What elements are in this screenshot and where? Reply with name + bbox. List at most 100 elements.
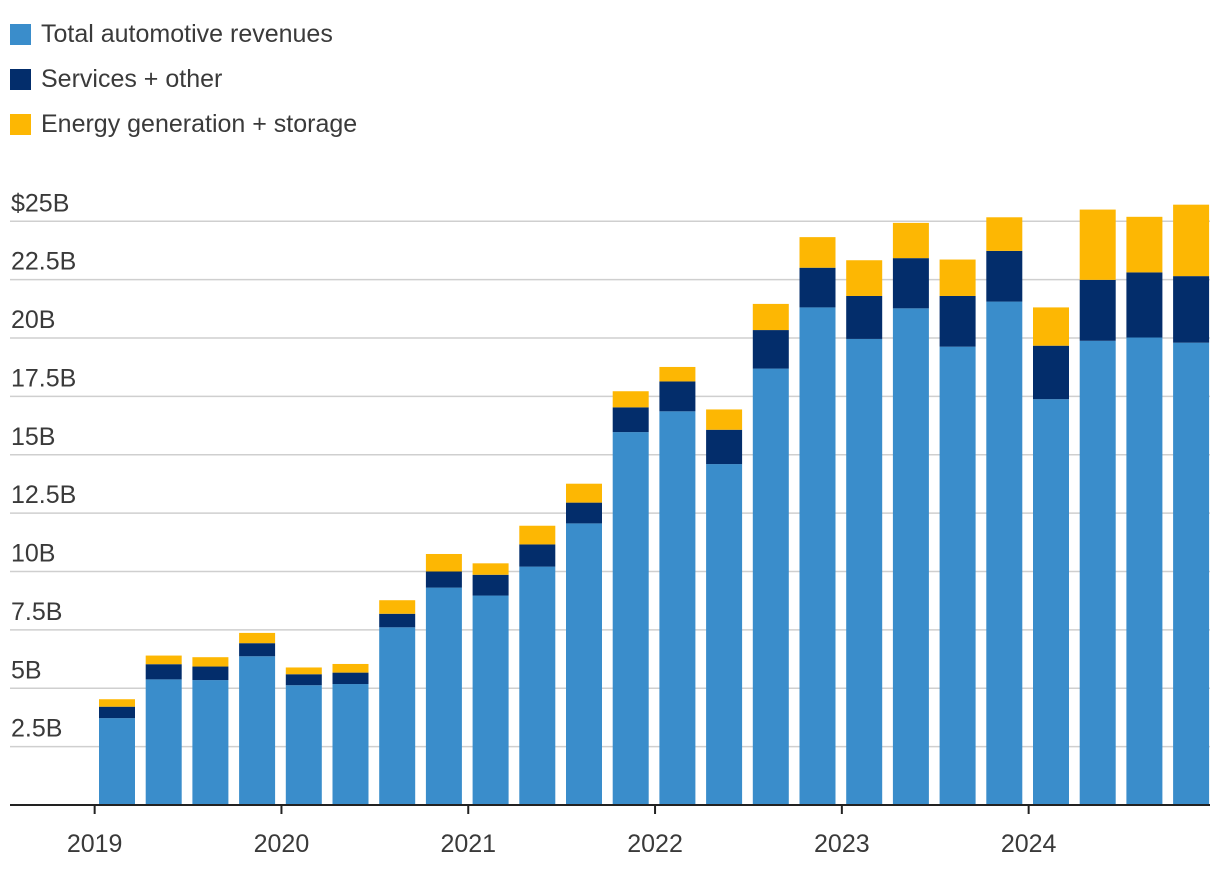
bars: Q1 2019 — Total automotive revenues: 3.7… bbox=[99, 204, 1210, 805]
bar-segment-energy[interactable]: Q2 2019 — Energy generation + storage: 0… bbox=[145, 655, 182, 665]
bar-segment-energy[interactable]: Q1 2023 — Energy generation + storage: 1… bbox=[846, 260, 883, 296]
bar-segment-services[interactable]: Q2 2021 — Services + other: 0.95B bbox=[519, 544, 556, 567]
bar-segment-services[interactable]: Q4 2021 — Services + other: 1.06B bbox=[612, 407, 649, 433]
bar-segment-energy[interactable]: Q2 2023 — Energy generation + storage: 1… bbox=[892, 222, 929, 259]
bar-segment-services[interactable]: Q3 2020 — Services + other: 0.58B bbox=[379, 613, 416, 628]
bar-segment-services[interactable]: Q3 2023 — Services + other: 2.17B bbox=[939, 295, 976, 347]
bar-segment-energy[interactable]: Q2 2021 — Energy generation + storage: 0… bbox=[519, 525, 556, 545]
bar-segment-services[interactable]: Q2 2022 — Services + other: 1.47B bbox=[706, 429, 743, 465]
bar-segment-energy[interactable]: Q4 2020 — Energy generation + storage: 0… bbox=[425, 553, 462, 572]
bar-segment-automotive[interactable]: Q2 2024 — Total automotive revenues: 19.… bbox=[1079, 340, 1116, 805]
bar-segment-energy[interactable]: Q1 2022 — Energy generation + storage: 0… bbox=[659, 366, 696, 382]
bar-segment-automotive[interactable]: Q4 2020 — Total automotive revenues: 9.3… bbox=[425, 587, 462, 805]
bar-segment-energy[interactable]: Q3 2023 — Energy generation + storage: 1… bbox=[939, 259, 976, 296]
bar-segment-energy[interactable]: Q2 2024 — Energy generation + storage: 3… bbox=[1079, 209, 1116, 280]
bar-segment-services[interactable]: Q4 2024 — Services + other: 2.85B bbox=[1173, 276, 1210, 343]
bar-segment-energy[interactable]: Q3 2021 — Energy generation + storage: 0… bbox=[566, 483, 602, 503]
bar-segment-automotive[interactable]: Q3 2021 — Total automotive revenues: 12.… bbox=[566, 523, 602, 805]
bar-segment-energy[interactable]: Q3 2019 — Energy generation + storage: 0… bbox=[192, 657, 229, 667]
y-tick-label: 10B bbox=[11, 540, 55, 568]
y-tick-label: 15B bbox=[11, 423, 55, 451]
y-tick-labels: 2.5B 5B 7.5B 10B 12.5B 15B 17.5B 20B 22.5B $25B bbox=[11, 189, 76, 742]
bar-segment-energy[interactable]: Q4 2024 — Energy generation + storage: 3… bbox=[1173, 204, 1210, 277]
bar-segment-services[interactable]: Q1 2020 — Services + other: 0.47B bbox=[285, 674, 322, 686]
y-tick-label: $25B bbox=[11, 189, 69, 217]
bar-segment-services[interactable]: Q4 2019 — Services + other: 0.56B bbox=[239, 643, 276, 657]
bar-segment-energy[interactable]: Q4 2019 — Energy generation + storage: 0… bbox=[239, 632, 276, 644]
bar-segment-services[interactable]: Q3 2019 — Services + other: 0.58B bbox=[192, 666, 229, 681]
legend-label-automotive: Total automotive revenues bbox=[41, 20, 333, 48]
bar-segment-automotive[interactable]: Q1 2019 — Total automotive revenues: 3.7… bbox=[99, 718, 135, 805]
x-tick-label: 2024 bbox=[1001, 830, 1057, 858]
gridlines bbox=[10, 220, 1210, 748]
legend-swatch-services bbox=[10, 69, 31, 90]
bar-segment-automotive[interactable]: Q3 2022 — Total automotive revenues: 18.… bbox=[752, 368, 789, 805]
bar-segment-energy[interactable]: Q1 2021 — Energy generation + storage: 0… bbox=[472, 563, 509, 575]
bar-segment-services[interactable]: Q1 2021 — Services + other: 0.89B bbox=[472, 574, 509, 596]
bar-segment-services[interactable]: Q3 2021 — Services + other: 0.89B bbox=[566, 502, 602, 524]
bar-segment-energy[interactable]: Q4 2022 — Energy generation + storage: 1… bbox=[799, 237, 836, 268]
y-tick-label: 20B bbox=[11, 306, 55, 334]
bar-segment-services[interactable]: Q3 2022 — Services + other: 1.65B bbox=[752, 330, 789, 369]
bar-segment-energy[interactable]: Q3 2020 — Energy generation + storage: 0… bbox=[379, 600, 416, 614]
bar-segment-energy[interactable]: Q3 2024 — Energy generation + storage: 2… bbox=[1126, 216, 1163, 273]
bar-segment-automotive[interactable]: Q2 2023 — Total automotive revenues: 21.… bbox=[892, 308, 929, 805]
bar-segment-automotive[interactable]: Q4 2024 — Total automotive revenues: 19.… bbox=[1173, 342, 1210, 805]
bar-segment-services[interactable]: Q4 2020 — Services + other: 0.69B bbox=[425, 571, 462, 588]
bar-segment-energy[interactable]: Q4 2023 — Energy generation + storage: 1… bbox=[986, 217, 1023, 251]
bar-segment-services[interactable]: Q1 2023 — Services + other: 1.84B bbox=[846, 295, 883, 339]
bar-segment-automotive[interactable]: Q2 2020 — Total automotive revenues: 5.1… bbox=[332, 684, 369, 805]
bar-segment-energy[interactable]: Q1 2019 — Energy generation + storage: 0… bbox=[99, 699, 135, 707]
bar-segment-services[interactable]: Q3 2024 — Services + other: 2.79B bbox=[1126, 272, 1163, 338]
bar-segment-automotive[interactable]: Q3 2019 — Total automotive revenues: 5.3… bbox=[192, 680, 229, 805]
legend: Total automotive revenues Services + oth… bbox=[10, 12, 357, 147]
bar-segment-energy[interactable]: Q1 2020 — Energy generation + storage: 0… bbox=[285, 667, 322, 675]
x-tick-label: 2020 bbox=[254, 830, 310, 858]
legend-swatch-automotive bbox=[10, 24, 31, 45]
legend-item-energy[interactable]: Energy generation + storage bbox=[10, 102, 357, 147]
bar-segment-services[interactable]: Q2 2020 — Services + other: 0.49B bbox=[332, 672, 369, 685]
x-tick-labels: 2019 2020 2021 2022 2023 2024 bbox=[67, 830, 1057, 858]
bar-segment-energy[interactable]: Q3 2022 — Energy generation + storage: 1… bbox=[752, 303, 789, 331]
bar-segment-automotive[interactable]: Q1 2024 — Total automotive revenues: 17.… bbox=[1033, 399, 1069, 805]
bar-segment-energy[interactable]: Q2 2022 — Energy generation + storage: 0… bbox=[706, 409, 743, 430]
bar-segment-automotive[interactable]: Q1 2023 — Total automotive revenues: 19.… bbox=[846, 338, 883, 805]
bar-segment-automotive[interactable]: Q2 2019 — Total automotive revenues: 5.3… bbox=[145, 679, 182, 805]
bar-segment-automotive[interactable]: Q1 2020 — Total automotive revenues: 5.1… bbox=[285, 685, 322, 805]
legend-item-automotive[interactable]: Total automotive revenues bbox=[10, 12, 357, 57]
bar-segment-automotive[interactable]: Q4 2019 — Total automotive revenues: 6.3… bbox=[239, 656, 276, 805]
x-axis bbox=[10, 804, 1210, 814]
bar-segment-automotive[interactable]: Q3 2024 — Total automotive revenues: 20.… bbox=[1126, 337, 1163, 805]
bar-segment-energy[interactable]: Q4 2021 — Energy generation + storage: 0… bbox=[612, 391, 649, 408]
bar-segment-automotive[interactable]: Q4 2023 — Total automotive revenues: 21.… bbox=[986, 301, 1023, 805]
bar-segment-automotive[interactable]: Q4 2021 — Total automotive revenues: 15.… bbox=[612, 432, 649, 805]
y-tick-label: 22.5B bbox=[11, 248, 76, 276]
y-tick-label: 7.5B bbox=[11, 598, 62, 626]
bar-segment-automotive[interactable]: Q3 2020 — Total automotive revenues: 7.6… bbox=[379, 627, 416, 805]
bar-segment-automotive[interactable]: Q4 2022 — Total automotive revenues: 21.… bbox=[799, 307, 836, 805]
bar-segment-services[interactable]: Q4 2023 — Services + other: 2.17B bbox=[986, 250, 1023, 302]
bar-segment-automotive[interactable]: Q3 2023 — Total automotive revenues: 19.… bbox=[939, 346, 976, 805]
x-tick-label: 2021 bbox=[440, 830, 496, 858]
bar-segment-services[interactable]: Q2 2024 — Services + other: 2.61B bbox=[1079, 279, 1116, 341]
x-tick-label: 2023 bbox=[814, 830, 870, 858]
bar-segment-services[interactable]: Q2 2019 — Services + other: 0.65B bbox=[145, 664, 182, 680]
bar-segment-automotive[interactable]: Q1 2022 — Total automotive revenues: 16.… bbox=[659, 411, 696, 805]
bar-segment-services[interactable]: Q1 2019 — Services + other: 0.49B bbox=[99, 706, 135, 719]
y-tick-label: 12.5B bbox=[11, 481, 76, 509]
bar-segment-services[interactable]: Q1 2022 — Services + other: 1.28B bbox=[659, 381, 696, 412]
legend-label-services: Services + other bbox=[41, 65, 223, 93]
bar-segment-automotive[interactable]: Q1 2021 — Total automotive revenues: 8.9… bbox=[472, 595, 509, 805]
bar-segment-energy[interactable]: Q1 2024 — Energy generation + storage: 1… bbox=[1033, 307, 1069, 346]
legend-label-energy: Energy generation + storage bbox=[41, 110, 358, 138]
bar-segment-services[interactable]: Q1 2024 — Services + other: 2.29B bbox=[1033, 345, 1069, 400]
y-tick-label: 5B bbox=[11, 656, 42, 684]
bar-segment-automotive[interactable]: Q2 2021 — Total automotive revenues: 10.… bbox=[519, 566, 556, 805]
legend-item-services[interactable]: Services + other bbox=[10, 57, 357, 102]
bar-segment-energy[interactable]: Q2 2020 — Energy generation + storage: 0… bbox=[332, 663, 369, 673]
bar-segment-automotive[interactable]: Q2 2022 — Total automotive revenues: 14.… bbox=[706, 464, 743, 805]
bar-segment-services[interactable]: Q2 2023 — Services + other: 2.15B bbox=[892, 258, 929, 309]
y-tick-label: 2.5B bbox=[11, 715, 62, 743]
bar-segment-services[interactable]: Q4 2022 — Services + other: 1.7B bbox=[799, 267, 836, 308]
